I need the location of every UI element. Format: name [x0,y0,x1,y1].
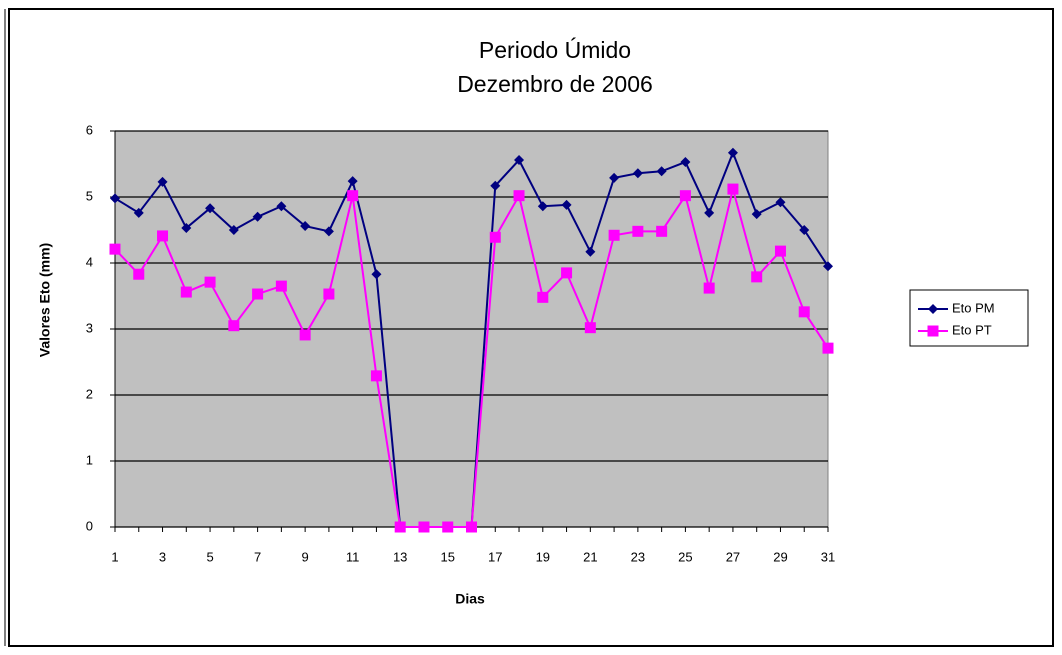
marker [157,176,168,187]
y-tick-label: 0 [86,518,93,533]
x-tick-label: 25 [678,549,692,564]
x-tick-label: 19 [536,549,550,564]
marker [442,521,454,533]
marker [822,342,834,354]
marker [205,203,216,214]
marker [585,246,596,257]
marker [180,286,192,298]
marker [181,223,192,234]
marker [608,229,620,241]
marker [275,280,287,292]
marker [323,288,335,300]
marker [823,261,833,272]
x-tick-label: 3 [159,549,166,564]
legend-box [909,289,1029,347]
marker [252,211,263,222]
marker [584,322,596,334]
x-tick-label: 11 [346,549,360,564]
marker [418,521,430,533]
marker [656,225,668,237]
marker [110,193,120,204]
marker [561,199,572,210]
marker [680,157,691,168]
marker [727,147,738,158]
marker [276,201,287,212]
marker [300,221,311,232]
marker [679,190,691,202]
x-tick-label: 17 [488,549,502,564]
legend-label: Eto PM [952,300,995,315]
marker [489,231,501,243]
legend-marker [928,304,938,314]
x-tick-label: 5 [206,549,213,564]
x-tick-label: 15 [440,549,454,564]
marker [703,282,715,294]
marker [513,190,525,202]
marker [514,155,525,166]
x-tick-label: 1 [111,549,118,564]
x-tick-label: 27 [726,549,740,564]
marker [798,306,810,318]
marker [751,271,763,283]
x-tick-label: 13 [393,549,407,564]
marker [109,243,121,255]
y-tick-label: 6 [86,122,93,137]
marker [394,521,406,533]
marker [537,291,549,303]
marker [609,172,620,183]
marker [751,209,762,220]
marker [133,268,145,280]
legend-label: Eto PT [952,322,992,337]
chart-subtitle: Dezembro de 2006 [457,71,653,97]
marker [228,225,239,235]
marker [347,190,359,202]
marker [537,201,548,212]
y-tick-label: 4 [86,254,93,269]
chart-title: Periodo Úmido [479,37,631,63]
marker [799,225,810,235]
x-tick-label: 31 [821,549,835,564]
x-tick-label: 7 [254,549,261,564]
marker [133,207,144,218]
marker [323,226,334,237]
marker [466,521,477,533]
x-tick-label: 23 [631,549,645,564]
x-tick-label: 29 [773,549,787,564]
x-tick-label: 21 [583,549,597,564]
y-tick-label: 1 [86,452,93,467]
marker [632,168,643,179]
y-axis-label: Valores Eto (mm) [37,243,53,357]
marker [561,267,573,279]
x-tick-label: 9 [302,549,309,564]
marker [204,276,216,288]
marker [704,207,715,218]
marker [490,180,501,191]
marker [299,329,311,341]
marker [774,245,786,257]
legend-marker [927,325,939,337]
y-tick-label: 3 [86,320,93,335]
marker [157,230,169,242]
marker [228,320,240,332]
marker [632,225,644,237]
y-tick-label: 2 [86,386,93,401]
marker [727,183,739,195]
marker [347,176,358,187]
x-axis-label: Dias [455,591,485,607]
marker [370,370,382,382]
marker [656,166,667,177]
marker [775,197,786,208]
marker [371,269,382,280]
marker [252,288,264,300]
y-tick-label: 5 [86,188,93,203]
